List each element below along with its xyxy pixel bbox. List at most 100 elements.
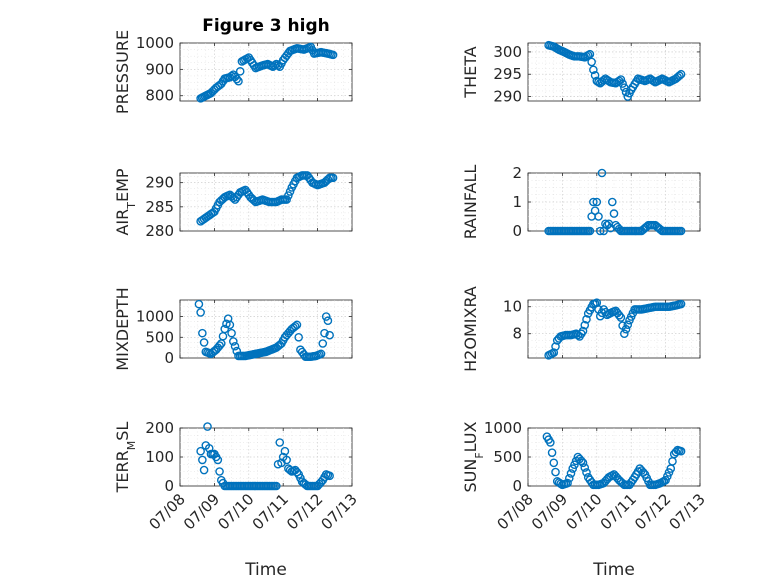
- data-point: [623, 320, 633, 330]
- data-point: [213, 455, 223, 465]
- y-tick-label: 800: [145, 87, 174, 105]
- data-point: [590, 71, 600, 80]
- y-tick-label: 300: [493, 43, 522, 61]
- y-tick-label: 8: [512, 325, 522, 343]
- data-point: [547, 448, 557, 457]
- data-point: [592, 197, 602, 207]
- data-point: [282, 195, 291, 204]
- data-point: [280, 446, 290, 456]
- data-point: [621, 324, 631, 334]
- data-point: [272, 481, 281, 491]
- data-point: [323, 316, 333, 326]
- data-point: [594, 77, 603, 87]
- y-axis-label: PRESSURE: [113, 30, 132, 114]
- y-axis-label: AIRTEMP: [113, 168, 138, 235]
- x-tick-label: 07/09: [528, 490, 571, 533]
- data-point: [290, 321, 300, 331]
- data-point: [614, 310, 624, 320]
- data-point: [325, 330, 334, 340]
- data-point: [564, 473, 574, 483]
- data-point: [220, 324, 230, 334]
- y-tick-label: 2: [512, 164, 522, 182]
- data-point: [589, 65, 598, 75]
- data-point: [321, 312, 331, 321]
- data-point: [227, 328, 236, 338]
- y-tick-label: 500: [493, 448, 522, 466]
- y-tick-label: 200: [145, 419, 174, 437]
- data-point: [585, 226, 595, 236]
- y-axis-label: TERRMSL: [113, 422, 138, 494]
- data-point: [194, 299, 204, 309]
- series-markers: [196, 171, 338, 226]
- data-point: [328, 173, 338, 183]
- data-point: [549, 458, 559, 468]
- data-point: [549, 348, 559, 357]
- data-point: [594, 212, 603, 221]
- y-axis-label: THETA: [461, 46, 480, 98]
- data-point: [196, 308, 205, 317]
- data-point: [235, 67, 245, 76]
- data-point: [676, 226, 686, 236]
- data-point: [675, 71, 684, 81]
- x-axis-label: Time: [592, 560, 635, 580]
- y-tick-label: 500: [145, 328, 174, 346]
- y-tick-label: 0: [512, 477, 522, 495]
- data-point: [585, 49, 595, 59]
- y-axis-label: MIXDEPTH: [113, 287, 132, 370]
- data-point: [580, 320, 590, 330]
- data-point: [578, 326, 588, 336]
- x-tick-label: 07/10: [562, 490, 605, 533]
- data-point: [546, 438, 555, 447]
- x-axis-label: Time: [244, 560, 287, 580]
- data-point: [230, 341, 240, 351]
- data-point: [582, 468, 591, 477]
- subplot-4: 0 1 2 RAINFALL: [461, 164, 701, 240]
- y-tick-label: 1000: [136, 34, 174, 52]
- data-point: [676, 446, 686, 456]
- series-markers: [544, 298, 686, 360]
- data-point: [551, 467, 560, 477]
- x-tick-label: 07/12: [631, 490, 674, 533]
- x-tick-label: 07/13: [666, 490, 709, 533]
- x-tick-label: 07/11: [597, 490, 640, 533]
- data-point: [578, 458, 588, 468]
- data-point: [589, 197, 598, 207]
- data-point: [325, 471, 334, 481]
- series-markers: [196, 422, 334, 491]
- data-point: [234, 76, 243, 86]
- data-point: [320, 328, 329, 338]
- series-markers: [542, 432, 686, 490]
- data-point: [275, 438, 285, 447]
- x-tick-label: 07/13: [318, 490, 361, 533]
- series-markers: [194, 299, 334, 362]
- data-point: [198, 455, 207, 465]
- x-tick-label: 07/09: [180, 490, 223, 533]
- data-point: [676, 69, 686, 79]
- data-point: [318, 339, 328, 348]
- y-tick-label: 280: [145, 222, 174, 240]
- data-point: [285, 187, 295, 196]
- data-point: [620, 329, 629, 339]
- data-point: [595, 226, 605, 236]
- data-point: [566, 469, 576, 478]
- data-point: [229, 337, 238, 346]
- subplot-6: 8 10 H2OMIXRA: [461, 286, 701, 372]
- data-point: [328, 50, 338, 60]
- data-point: [597, 168, 607, 178]
- y-tick-label: 1000: [484, 419, 522, 437]
- data-point: [198, 328, 207, 338]
- data-point: [601, 219, 610, 229]
- y-tick-label: 1: [512, 193, 522, 211]
- data-point: [607, 197, 617, 207]
- data-point: [232, 74, 242, 84]
- x-tick-label: 07/10: [214, 490, 257, 533]
- y-axis-label: SUNFLUX: [461, 421, 486, 492]
- data-point: [316, 349, 326, 359]
- data-point: [609, 209, 619, 218]
- data-point: [551, 342, 560, 351]
- data-point: [292, 320, 302, 330]
- y-tick-label: 100: [145, 448, 174, 466]
- subplot-3: 280 285 290 AIRTEMP: [113, 168, 353, 240]
